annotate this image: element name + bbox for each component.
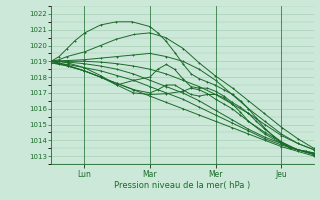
X-axis label: Pression niveau de la mer( hPa ): Pression niveau de la mer( hPa ) xyxy=(114,181,251,190)
